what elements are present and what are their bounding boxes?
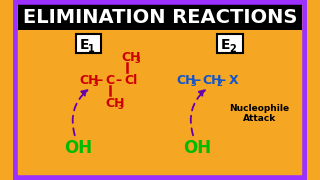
Text: –: – xyxy=(97,73,103,87)
Text: Cl: Cl xyxy=(124,73,138,87)
Text: CH: CH xyxy=(79,73,99,87)
Text: E: E xyxy=(220,38,230,52)
Bar xyxy=(76,34,101,53)
Text: CH: CH xyxy=(122,51,141,64)
Text: 3: 3 xyxy=(190,78,196,87)
Text: 3: 3 xyxy=(92,78,98,87)
Text: 3: 3 xyxy=(134,55,140,64)
Text: 3: 3 xyxy=(118,102,124,111)
Text: 2: 2 xyxy=(229,44,236,54)
Text: 2: 2 xyxy=(216,78,222,87)
Text: Attack: Attack xyxy=(243,114,276,123)
Text: E: E xyxy=(79,38,89,52)
Bar xyxy=(217,34,243,53)
Text: –: – xyxy=(220,73,226,87)
Text: –: – xyxy=(115,73,121,87)
Text: Nucleophile: Nucleophile xyxy=(229,103,289,112)
Text: X: X xyxy=(229,73,238,87)
Text: ELIMINATION REACTIONS: ELIMINATION REACTIONS xyxy=(23,8,297,26)
Bar xyxy=(18,4,302,30)
Text: C: C xyxy=(106,73,115,87)
Text: CH: CH xyxy=(177,73,196,87)
Text: 1: 1 xyxy=(87,44,94,54)
Text: CH: CH xyxy=(202,73,222,87)
Text: OH: OH xyxy=(183,139,211,157)
Text: CH: CH xyxy=(105,96,124,109)
Text: OH: OH xyxy=(64,139,92,157)
Text: –: – xyxy=(194,73,200,87)
